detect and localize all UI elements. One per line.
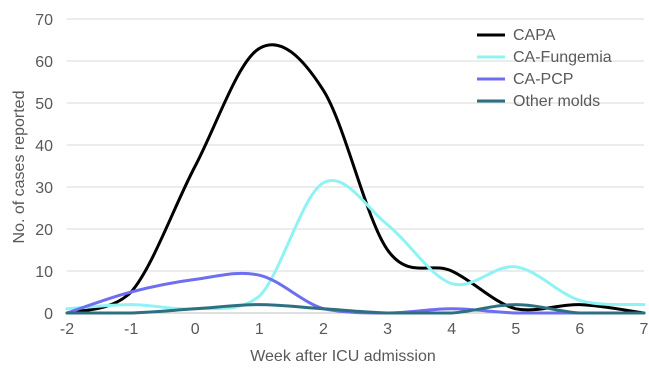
x-tick-label: -1 [124, 321, 138, 338]
legend: CAPA CA-Fungemia CA-PCP Other molds [477, 27, 612, 110]
series-line-capa [65, 43, 646, 315]
y-tick-label: 20 [35, 222, 53, 239]
series-lines [65, 43, 646, 315]
y-tick-label: 0 [44, 306, 53, 323]
x-tick-label: 1 [255, 321, 264, 338]
series-line-other-molds [65, 303, 646, 315]
gridlines [67, 18, 644, 272]
legend-label-ca-pcp: CA-PCP [513, 71, 573, 88]
y-tick-label: 50 [35, 96, 53, 113]
legend-label-other-molds: Other molds [513, 93, 600, 110]
axes: 0 10 20 30 40 50 60 70 -2 -1 0 1 2 3 4 5 6 7 [35, 12, 648, 338]
y-tick-label: 70 [35, 12, 53, 29]
x-tick-label: 5 [511, 321, 520, 338]
legend-label-ca-fungemia: CA-Fungemia [513, 49, 612, 66]
y-tick-label: 40 [35, 138, 53, 155]
x-tick-label: 3 [383, 321, 392, 338]
y-tick-label: 30 [35, 180, 53, 197]
legend-label-capa: CAPA [513, 27, 556, 44]
y-axis-title: No. of cases reported [11, 91, 28, 244]
x-tick-label: 0 [191, 321, 200, 338]
x-tick-label: 7 [640, 321, 649, 338]
y-tick-label: 10 [35, 264, 53, 281]
x-tick-label: 4 [447, 321, 456, 338]
x-tick-label: 6 [575, 321, 584, 338]
x-tick-label: 2 [319, 321, 328, 338]
y-tick-label: 60 [35, 54, 53, 71]
x-axis-title: Week after ICU admission [250, 348, 436, 365]
series-line-ca-fungemia [65, 179, 646, 311]
x-tick-label: -2 [60, 321, 74, 338]
